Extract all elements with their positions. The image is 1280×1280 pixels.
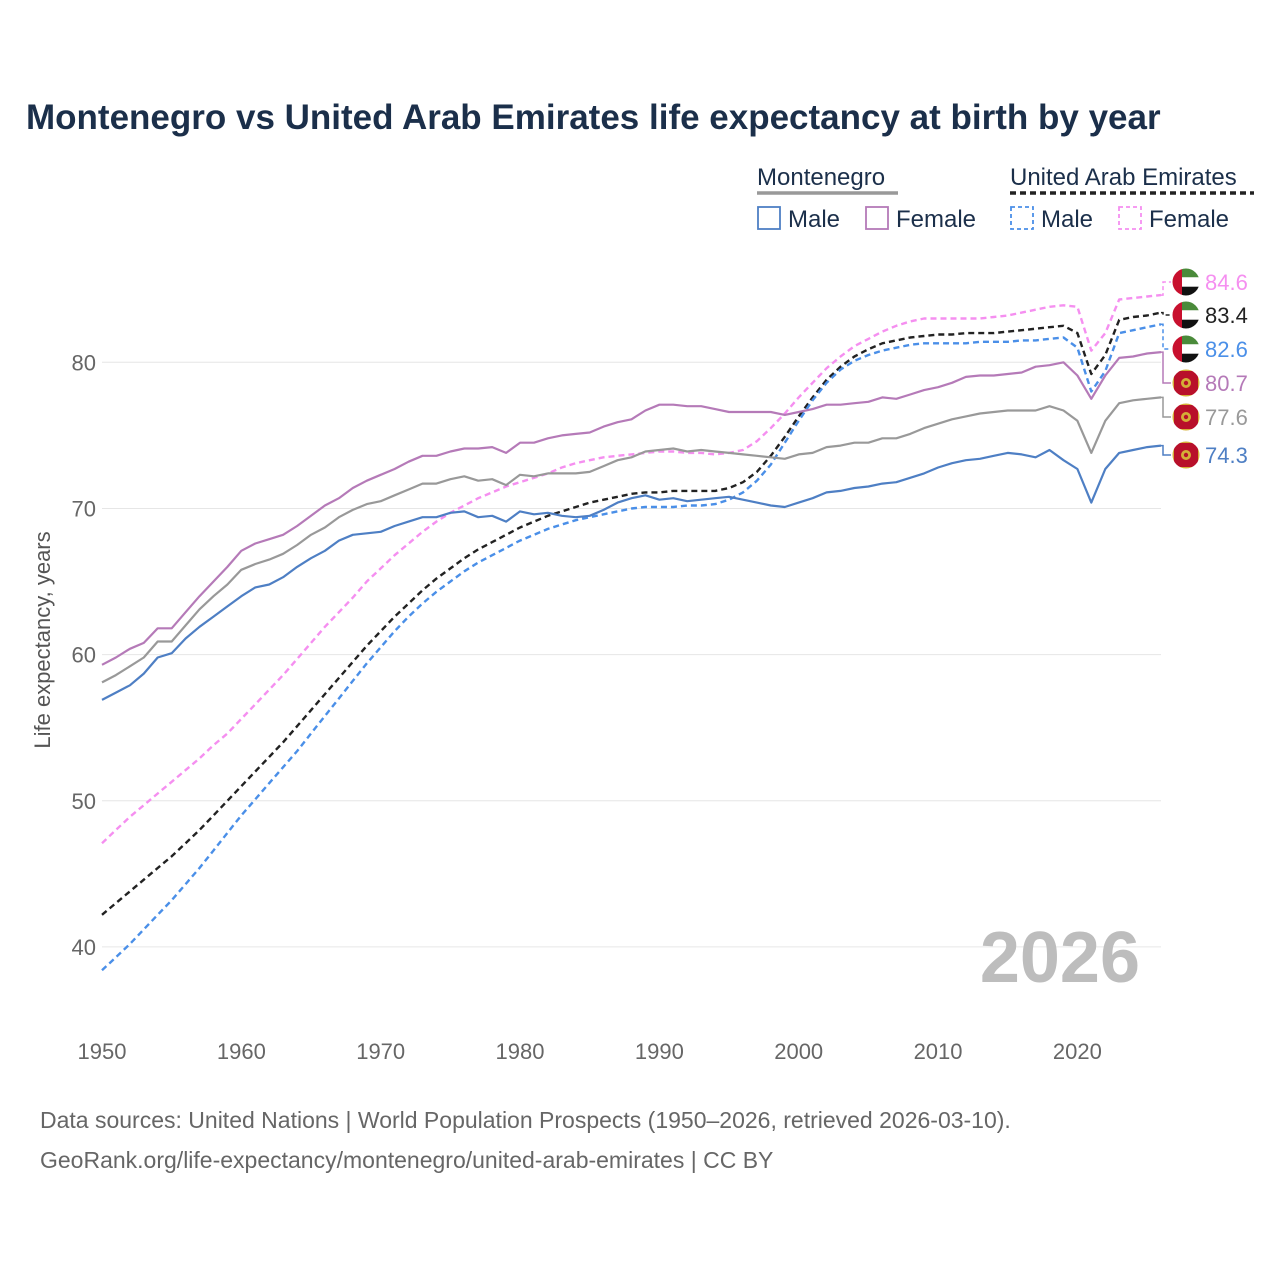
flag-icon-montenegro-female — [1171, 368, 1201, 398]
y-axis-label: Life expectancy, years — [30, 531, 55, 748]
legend-label-united-arab-emirates-female: Female — [1149, 206, 1229, 233]
end-connector-montenegro-female — [1161, 351, 1171, 384]
x-tick-2010: 2010 — [914, 1039, 963, 1064]
series-line-united-arab-emirates — [101, 311, 1162, 916]
gridlines — [102, 361, 1161, 948]
end-connector-united-arab-emirates — [1161, 311, 1171, 316]
end-connector-montenegro-male — [1161, 444, 1171, 456]
legend-label-montenegro-male: Male — [788, 206, 840, 233]
source-line-2: GeoRank.org/life-expectancy/montenegro/u… — [40, 1147, 774, 1173]
flag-icon-montenegro-male — [1171, 440, 1201, 470]
end-label-united-arab-emirates-female: 84.6 — [1205, 270, 1248, 295]
end-connector-united-arab-emirates-male — [1161, 323, 1171, 350]
x-tick-1990: 1990 — [635, 1039, 684, 1064]
flag-icon-united-arab-emirates-female — [1171, 267, 1201, 297]
source-line-1: Data sources: United Nations | World Pop… — [40, 1107, 1011, 1133]
legend-swatch-united-arab-emirates-female — [1118, 206, 1142, 230]
flag-icon-montenegro — [1171, 402, 1201, 432]
end-label-montenegro: 77.6 — [1205, 405, 1248, 430]
legend-label-montenegro-female: Female — [896, 206, 976, 233]
legend-header-united-arab-emirates: United Arab Emirates — [1010, 164, 1237, 191]
series-line-united-arab-emirates-female — [101, 293, 1162, 845]
flag-icon-united-arab-emirates — [1171, 300, 1201, 330]
series-lines — [101, 293, 1162, 972]
chart-title: Montenegro vs United Arab Emirates life … — [26, 98, 1161, 137]
end-label-united-arab-emirates-male: 82.6 — [1205, 337, 1248, 362]
x-tick-2000: 2000 — [774, 1039, 823, 1064]
legend-swatch-montenegro-female — [865, 206, 889, 230]
x-tick-1950: 1950 — [78, 1039, 127, 1064]
end-label-united-arab-emirates: 83.4 — [1205, 303, 1248, 328]
x-tick-1970: 1970 — [356, 1039, 405, 1064]
series-line-montenegro — [101, 396, 1162, 684]
series-line-montenegro-male — [101, 444, 1162, 701]
y-tick-60: 60 — [72, 643, 96, 668]
x-tick-1980: 1980 — [496, 1039, 545, 1064]
end-labels: 84.6 83.4 82.6 80.7 77.6 74.3 — [1161, 267, 1248, 470]
legend-header-montenegro: Montenegro — [757, 164, 885, 191]
y-tick-40: 40 — [72, 935, 96, 960]
x-axis-ticks: 1950 1960 1970 1980 1990 2000 2010 2020 — [78, 1039, 1102, 1064]
end-label-montenegro-male: 74.3 — [1205, 443, 1248, 468]
y-tick-80: 80 — [72, 350, 96, 375]
end-connector-united-arab-emirates-female — [1161, 281, 1171, 296]
end-label-montenegro-female: 80.7 — [1205, 371, 1248, 396]
x-tick-1960: 1960 — [217, 1039, 266, 1064]
x-tick-2020: 2020 — [1053, 1039, 1102, 1064]
year-watermark: 2026 — [980, 918, 1140, 998]
y-tick-50: 50 — [72, 789, 96, 814]
legend-swatch-montenegro-male — [757, 206, 781, 230]
flag-icon-united-arab-emirates-male — [1171, 334, 1201, 364]
legend: Montenegro Male Female United Arab Emirates… — [757, 164, 1254, 233]
legend-label-united-arab-emirates-male: Male — [1041, 206, 1093, 233]
y-axis-ticks: 40 50 60 70 80 — [72, 350, 96, 960]
end-connector-montenegro — [1161, 396, 1171, 418]
series-line-united-arab-emirates-male — [101, 323, 1162, 972]
series-line-montenegro-female — [101, 351, 1162, 666]
y-tick-70: 70 — [72, 496, 96, 521]
legend-swatch-united-arab-emirates-male — [1010, 206, 1034, 230]
